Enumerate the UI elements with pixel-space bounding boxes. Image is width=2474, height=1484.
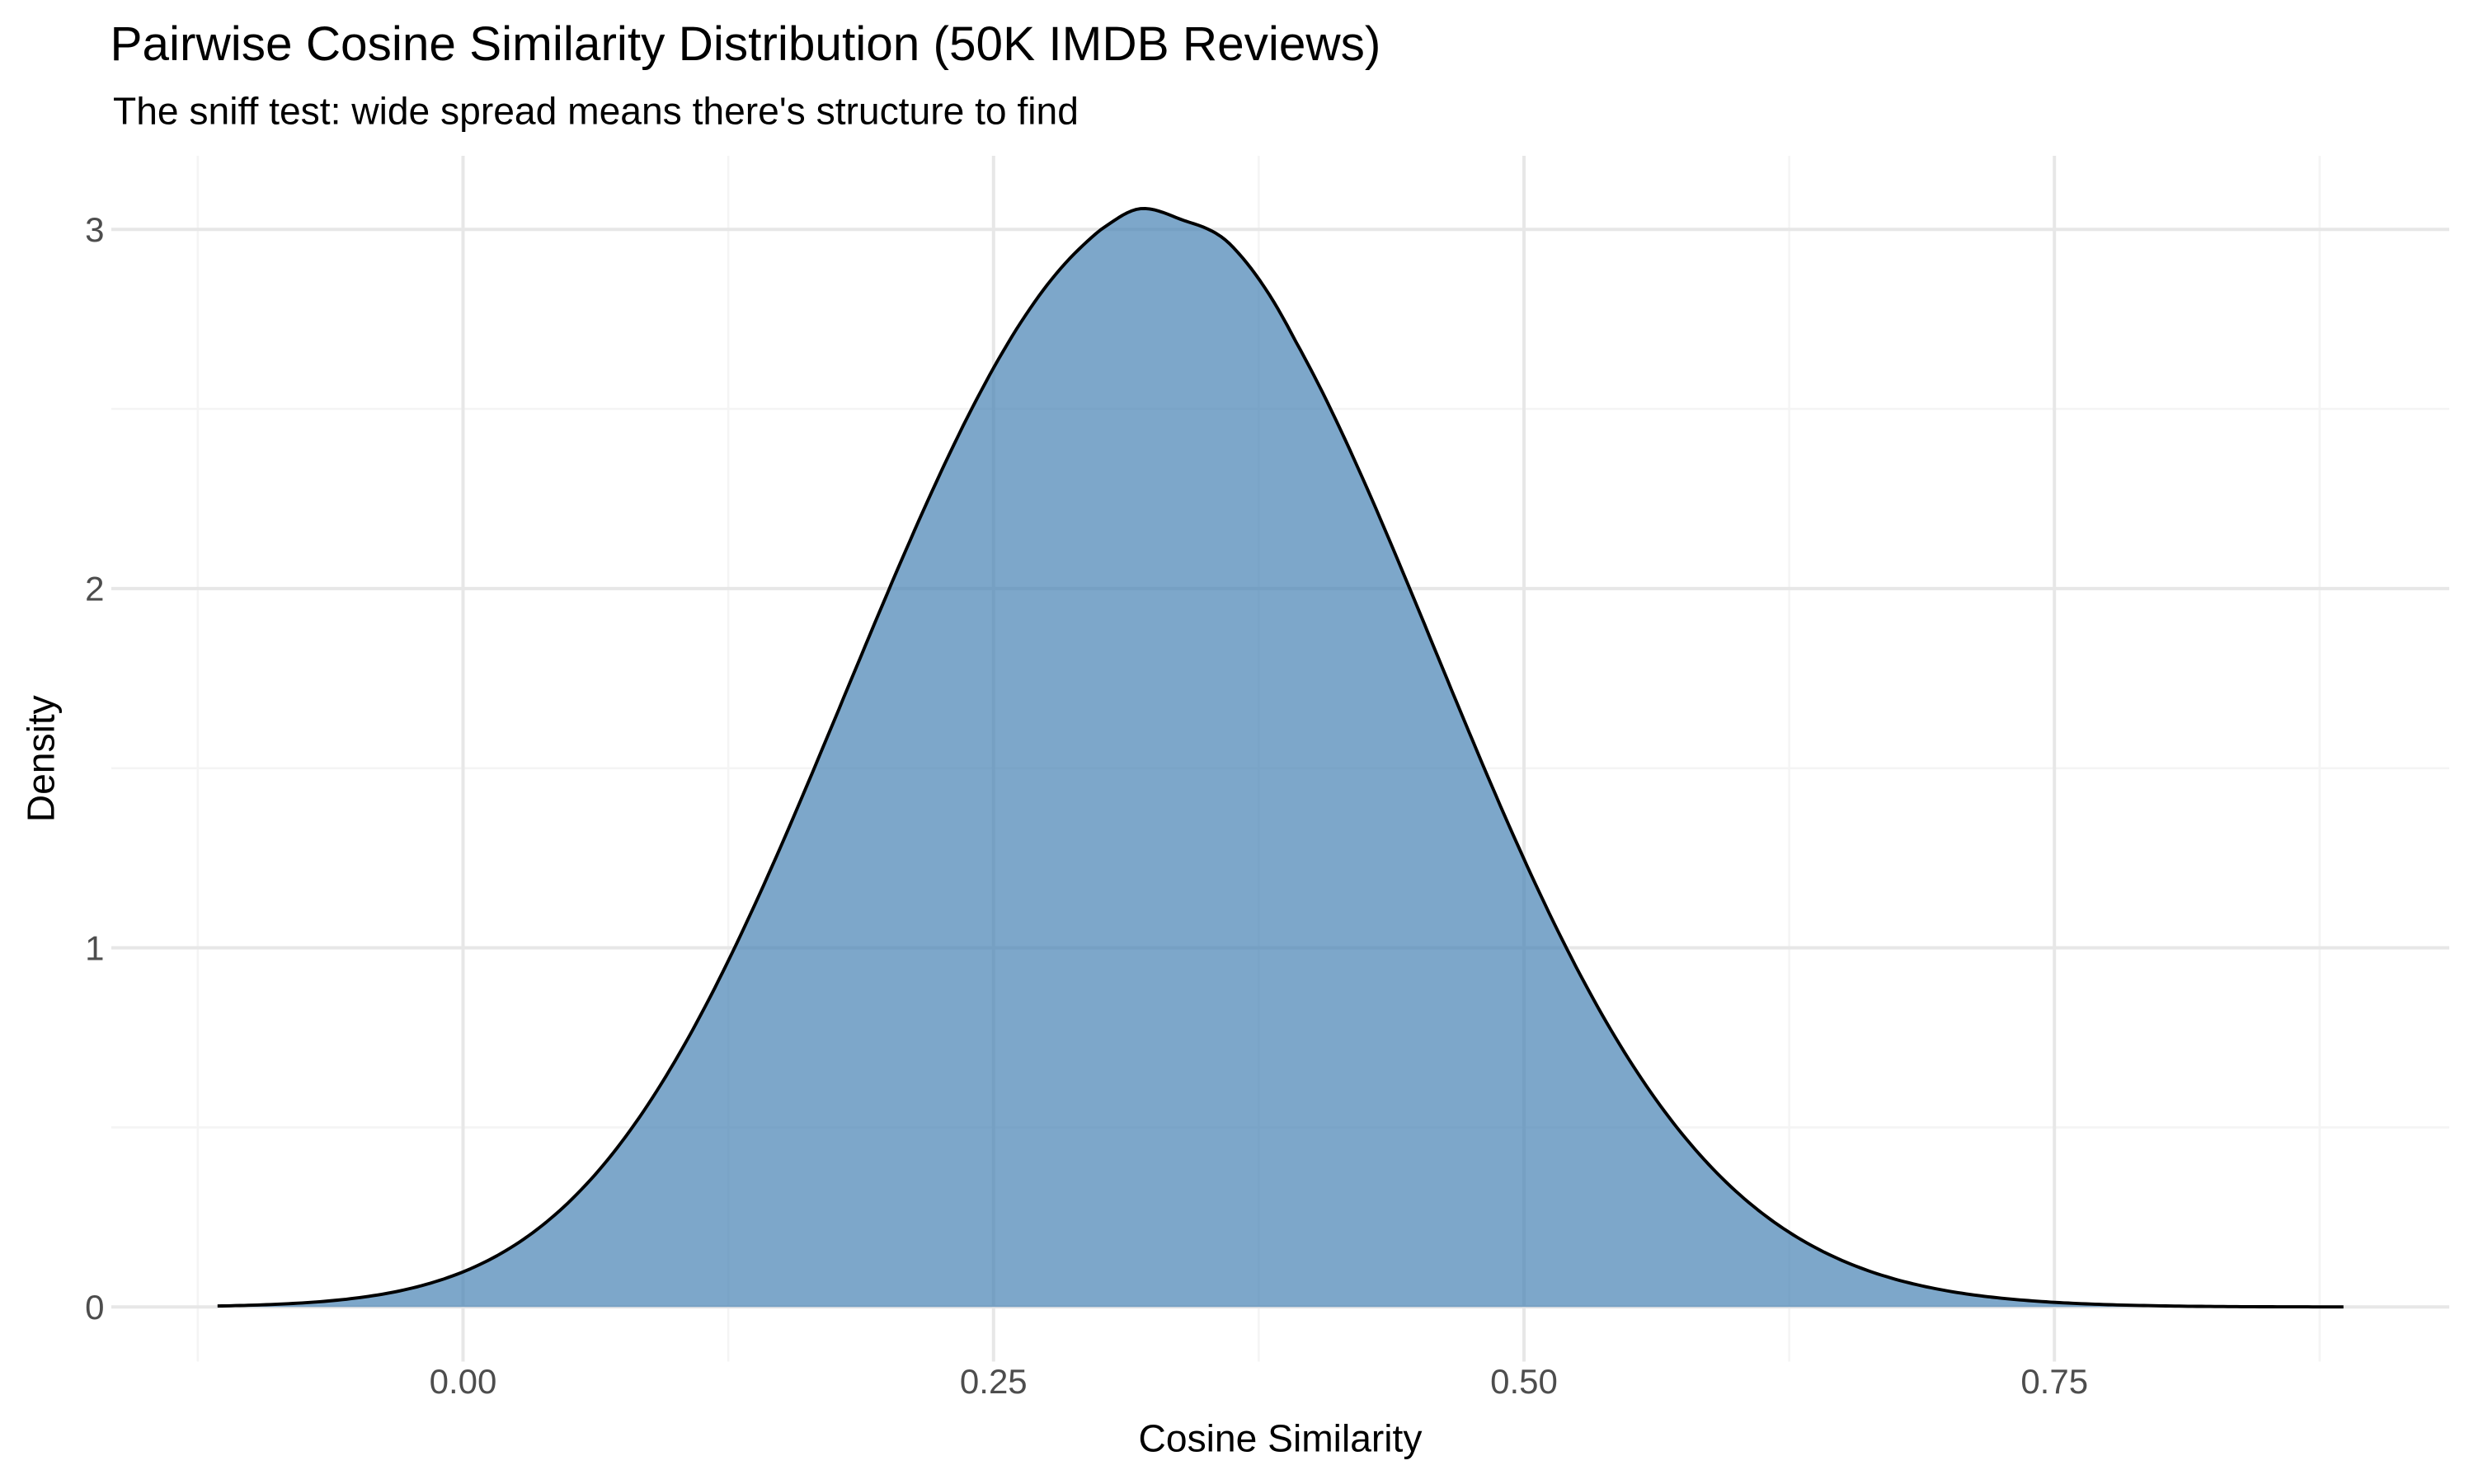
svg-text:0.25: 0.25 (960, 1362, 1028, 1401)
svg-text:0.00: 0.00 (430, 1362, 497, 1401)
svg-text:Density: Density (20, 695, 63, 822)
svg-text:3: 3 (85, 210, 104, 249)
svg-text:0.75: 0.75 (2020, 1362, 2088, 1401)
svg-text:0: 0 (85, 1288, 104, 1327)
svg-text:2: 2 (85, 570, 104, 608)
svg-text:Pairwise Cosine Similarity Dis: Pairwise Cosine Similarity Distribution … (111, 17, 1381, 71)
svg-text:Cosine Similarity: Cosine Similarity (1139, 1417, 1423, 1460)
svg-text:0.50: 0.50 (1490, 1362, 1558, 1401)
svg-text:1: 1 (85, 928, 104, 967)
svg-text:The sniff test: wide spread me: The sniff test: wide spread means there'… (113, 89, 1079, 132)
